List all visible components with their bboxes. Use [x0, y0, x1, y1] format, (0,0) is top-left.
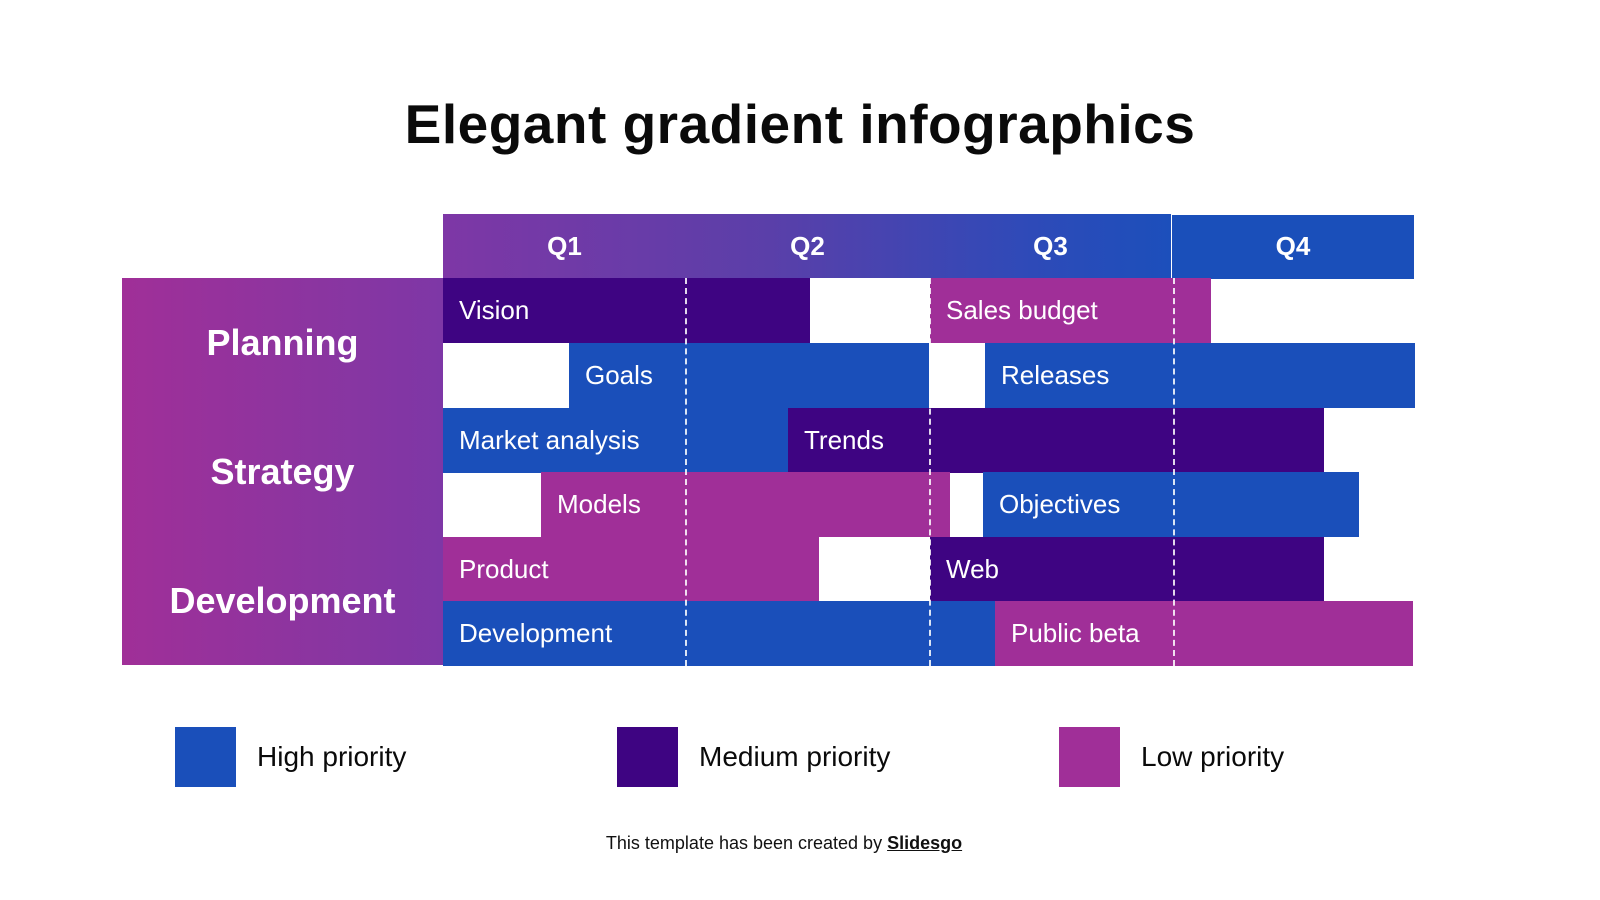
task-label: Releases: [1001, 360, 1110, 390]
task-bar-sales-budget: Sales budget: [930, 278, 1211, 343]
task-bar-web: Web: [930, 537, 1324, 602]
gridline-q1-q2: [685, 278, 687, 666]
quarter-header-q4-bg: [1172, 215, 1414, 279]
task-label: Models: [557, 489, 641, 519]
category-planning: Planning: [206, 322, 359, 363]
task-label: Web: [946, 554, 999, 584]
category-panel: Planning Strategy Development: [122, 278, 443, 665]
task-label: Trends: [804, 425, 884, 455]
task-bar-releases: Releases: [985, 343, 1415, 408]
quarter-q4: Q4: [1275, 230, 1311, 261]
task-bar-vision: Vision: [443, 278, 810, 343]
task-bar-trends: Trends: [788, 408, 1324, 473]
task-bar-public-beta: Public beta: [995, 601, 1413, 666]
legend-high-priority: High priority: [175, 727, 406, 787]
slidesgo-link[interactable]: Slidesgo: [887, 833, 963, 853]
legend-label: Medium priority: [699, 741, 891, 772]
legend-low-priority: Low priority: [1059, 727, 1284, 787]
task-bar-market-analysis: Market analysis: [443, 408, 788, 473]
legend-swatch-low: [1059, 727, 1120, 787]
legend-label: Low priority: [1141, 741, 1285, 772]
task-label: Objectives: [999, 489, 1121, 519]
quarter-q3: Q3: [1033, 230, 1068, 261]
footer-text: This template has been created by: [605, 833, 888, 853]
legend-swatch-medium: [617, 727, 678, 787]
task-bar-objectives: Objectives: [983, 472, 1359, 537]
legend-label: High priority: [257, 741, 407, 772]
task-label: Market analysis: [459, 425, 640, 455]
legend-medium-priority: Medium priority: [617, 727, 890, 787]
task-bar-goals: Goals: [569, 343, 929, 408]
category-strategy: Strategy: [210, 451, 355, 492]
gridline-q3-q4: [1173, 278, 1175, 666]
quarter-q2: Q2: [790, 230, 825, 261]
gridline-q2-q3: [929, 278, 931, 666]
task-label: Vision: [459, 295, 530, 325]
task-bar-product: Product: [443, 537, 819, 602]
quarter-header: Q1 Q2 Q3 Q4: [443, 214, 1414, 279]
quarter-q1: Q1: [547, 230, 582, 261]
quarter-header-gradient: [443, 214, 1171, 278]
task-label: Development: [459, 618, 613, 648]
page-title: Elegant gradient infographics: [404, 93, 1196, 155]
footer-credit: This template has been created by Slides…: [0, 833, 1568, 854]
task-bar-development: Development: [443, 601, 995, 666]
task-label: Product: [459, 554, 549, 584]
task-label: Sales budget: [946, 295, 1098, 325]
category-development: Development: [169, 580, 396, 621]
task-label: Public beta: [1011, 618, 1140, 648]
task-bar-models: Models: [541, 472, 950, 537]
legend-swatch-high: [175, 727, 236, 787]
task-label: Goals: [585, 360, 653, 390]
